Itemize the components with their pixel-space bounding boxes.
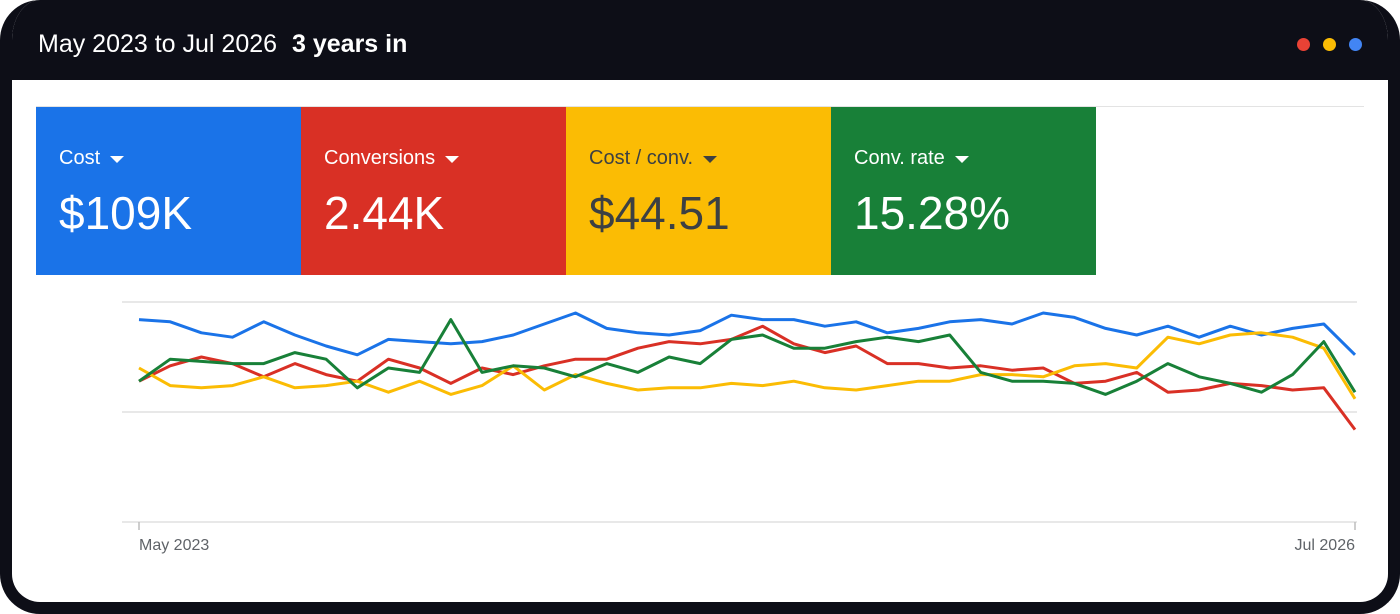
- dropdown-caret-icon[interactable]: [445, 156, 460, 163]
- window-dot-yellow[interactable]: [1323, 38, 1336, 51]
- date-range-text: May 2023 to Jul 2026: [38, 30, 278, 58]
- duration-text: 3 years in: [292, 30, 408, 58]
- title-bar: May 2023 to Jul 2026 3 years in: [12, 0, 1388, 80]
- line-chart: May 2023 Jul 2026: [122, 301, 1357, 554]
- metric-value-cost: $109K: [59, 187, 193, 239]
- metric-label-text: Conv. rate: [854, 147, 945, 169]
- series-line-cost[interactable]: [138, 311, 1357, 357]
- dropdown-caret-icon[interactable]: [703, 156, 718, 163]
- series-layer: [138, 311, 1357, 431]
- metric-value-conversions: 2.44K: [324, 187, 445, 239]
- x-tick-label-start: May 2023: [139, 537, 209, 554]
- date-range-title: May 2023 to Jul 2026 3 years in: [38, 30, 407, 59]
- metric-card-cost-per-conv[interactable]: Cost / conv. $44.51: [566, 107, 831, 275]
- metric-label-conversions[interactable]: Conversions: [324, 147, 566, 170]
- metric-label-text: Cost: [59, 147, 101, 169]
- metric-card-conv-rate[interactable]: Conv. rate 15.28%: [831, 107, 1096, 275]
- metric-cards: Cost $109K Conversions 2.44K Cost / conv…: [36, 106, 1364, 275]
- series-line-conversions[interactable]: [138, 324, 1357, 431]
- metric-card-conversions[interactable]: Conversions 2.44K: [301, 107, 566, 275]
- x-tick-label-end: Jul 2026: [1295, 537, 1356, 554]
- metric-value-cost-per-conv: $44.51: [589, 187, 730, 239]
- metric-label-cost[interactable]: Cost: [59, 147, 301, 170]
- series-line-cost-conv[interactable]: [138, 331, 1357, 400]
- dropdown-caret-icon[interactable]: [954, 156, 969, 163]
- metric-label-text: Cost / conv.: [589, 147, 694, 169]
- metric-label-text: Conversions: [324, 147, 436, 169]
- metric-card-cost[interactable]: Cost $109K: [36, 107, 301, 275]
- metric-value-conv-rate: 15.28%: [854, 187, 1011, 239]
- dropdown-caret-icon[interactable]: [110, 156, 125, 163]
- window-dot-blue[interactable]: [1349, 38, 1362, 51]
- series-line-conv-rate[interactable]: [138, 318, 1357, 396]
- window-dot-red[interactable]: [1297, 38, 1310, 51]
- metric-label-conv-rate[interactable]: Conv. rate: [854, 147, 1096, 170]
- metric-label-cost-per-conv[interactable]: Cost / conv.: [589, 147, 831, 170]
